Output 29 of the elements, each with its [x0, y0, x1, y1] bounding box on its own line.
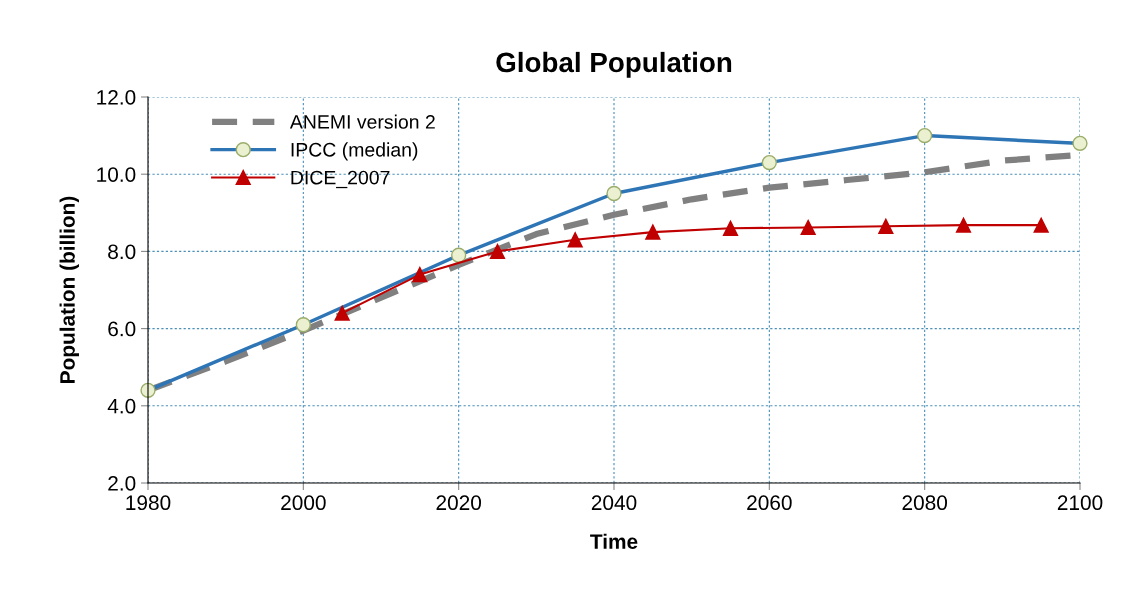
x-tick-label: 2020 — [436, 495, 482, 511]
x-tick-label: 2080 — [902, 495, 948, 511]
chart-title: Global Population — [496, 51, 732, 78]
y-tick-label: 8.0 — [108, 244, 136, 260]
legend-label: IPCC (median) — [291, 142, 418, 161]
x-tick-label: 2040 — [591, 495, 637, 511]
x-tick-label: 2060 — [747, 495, 792, 511]
point — [1033, 217, 1049, 233]
y-axis-title: Population (billion) — [59, 196, 79, 383]
point — [334, 305, 350, 321]
x-tick-label: 1980 — [126, 495, 171, 511]
y-tick-label: 12.0 — [97, 90, 136, 105]
point — [800, 219, 816, 236]
y-tick-label: 10.0 — [97, 167, 136, 182]
point — [722, 220, 739, 236]
point — [489, 243, 506, 260]
legend-label: ANEMI version 2 — [289, 114, 435, 129]
x-axis-title: Time — [590, 533, 638, 549]
point — [955, 217, 972, 233]
x-tick-label: 2000 — [281, 495, 326, 511]
legend-label: DICE_2007 — [291, 170, 390, 189]
x-tick-label: 2100 — [1057, 495, 1103, 511]
point — [645, 224, 661, 240]
y-tick-label: 6.0 — [108, 321, 136, 337]
point — [878, 218, 894, 234]
point — [567, 232, 583, 248]
y-tick-label: 2.0 — [108, 476, 136, 491]
y-tick-label: 4.0 — [107, 398, 136, 414]
point — [412, 266, 428, 283]
